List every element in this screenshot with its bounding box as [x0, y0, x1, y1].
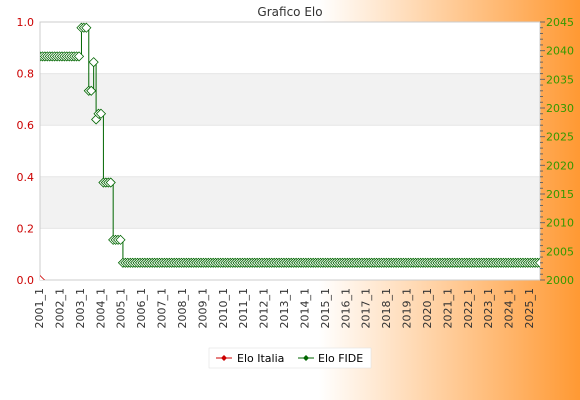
x-axis: 2001_1 2002_1 2003_1 2004_1 2005_1 2006_1 2007… — [33, 288, 536, 329]
grid-bands — [40, 73, 540, 229]
legend-item-elo-fide[interactable]: Elo FIDE — [298, 352, 363, 365]
right-axis-tick-label: 2040 — [546, 45, 574, 58]
legend-marker-elo-fide — [303, 355, 309, 361]
x-axis-tick-label: 2004_1 — [94, 288, 107, 329]
series-point-elo-fide — [105, 177, 116, 188]
series-point-elo-fide — [95, 108, 107, 119]
x-axis-tick-label: 2021_1 — [441, 288, 454, 329]
right-axis-tick-label: 2020 — [546, 159, 574, 172]
series-point-elo-fide — [73, 51, 85, 62]
x-axis-tick-label: 2016_1 — [339, 288, 352, 329]
right-axis-tick-label: 2035 — [546, 73, 574, 86]
right-y-axis: 2000 2005 2010 2015 2020 2025 2030 2035 2040 2045 — [540, 16, 574, 287]
right-axis-tick-label: 2000 — [546, 274, 574, 287]
legend[interactable]: Elo Italia Elo FIDE — [208, 347, 372, 369]
grid-band — [40, 73, 540, 126]
grid-band — [40, 176, 540, 229]
legend-box — [208, 347, 372, 369]
right-axis-tick-label: 2010 — [546, 217, 574, 230]
legend-item-elo-italia[interactable]: Elo Italia — [216, 352, 284, 365]
x-axis-tick-label: 2003_1 — [74, 288, 87, 329]
x-axis-tick-label: 2017_1 — [360, 288, 373, 329]
x-axis-tick-label: 2024_1 — [503, 288, 516, 329]
x-axis-tick-label: 2007_1 — [156, 288, 169, 329]
x-axis-tick-label: 2023_1 — [482, 288, 495, 329]
x-axis-tick-label: 2005_1 — [115, 288, 128, 329]
x-axis-tick-label: 2025_1 — [523, 288, 536, 329]
left-axis-tick-label: 0.8 — [17, 68, 35, 81]
series-point-elo-fide — [88, 57, 99, 68]
x-axis-tick-label: 2010_1 — [217, 288, 230, 329]
left-y-axis: 0.0 0.2 0.4 0.6 0.8 1.0 — [17, 16, 35, 287]
x-axis-tick-label: 2018_1 — [380, 288, 393, 329]
x-axis-tick-label: 2009_1 — [196, 288, 209, 329]
left-axis-tick-label: 1.0 — [17, 16, 35, 29]
x-axis-tick-label: 2022_1 — [462, 288, 475, 329]
series-point-elo-fide — [534, 257, 540, 268]
left-axis-tick-label: 0.6 — [17, 119, 35, 132]
series-layer — [40, 22, 540, 280]
x-axis-tick-label: 2002_1 — [53, 288, 66, 329]
series-point-elo-fide — [115, 234, 126, 245]
series-point-elo-italia — [40, 274, 46, 280]
x-axis-tick-label: 2014_1 — [298, 288, 311, 329]
right-axis-tick-label: 2030 — [546, 102, 574, 115]
x-axis-tick-label: 2008_1 — [176, 288, 189, 329]
left-axis-tick-label: 0.2 — [17, 222, 35, 235]
x-axis-tick-label: 2012_1 — [258, 288, 271, 329]
plot-area — [40, 22, 540, 280]
x-axis-tick-label: 2011_1 — [237, 288, 250, 329]
right-axis-tick-label: 2025 — [546, 131, 574, 144]
left-axis-tick-label: 0.0 — [17, 274, 35, 287]
x-axis-tick-label: 2015_1 — [319, 288, 332, 329]
x-axis-tick-label: 2013_1 — [278, 288, 291, 329]
series-point-elo-fide — [81, 22, 92, 33]
x-axis-tick-label: 2019_1 — [401, 288, 414, 329]
x-axis-tick-label: 2006_1 — [135, 288, 148, 329]
series-point-elo-fide — [86, 85, 97, 96]
legend-label-elo-italia: Elo Italia — [237, 352, 284, 365]
plot-border — [39, 21, 541, 281]
x-axis-tick-label: 2020_1 — [421, 288, 434, 329]
left-axis-tick-label: 0.4 — [17, 171, 35, 184]
chart-title: Grafico Elo — [257, 5, 322, 19]
legend-marker-elo-italia — [221, 355, 227, 361]
legend-label-elo-fide: Elo FIDE — [318, 352, 363, 365]
right-axis-tick-label: 2045 — [546, 16, 574, 29]
right-axis-tick-label: 2015 — [546, 188, 574, 201]
x-axis-tick-label: 2001_1 — [33, 288, 46, 329]
right-axis-tick-label: 2005 — [546, 245, 574, 258]
